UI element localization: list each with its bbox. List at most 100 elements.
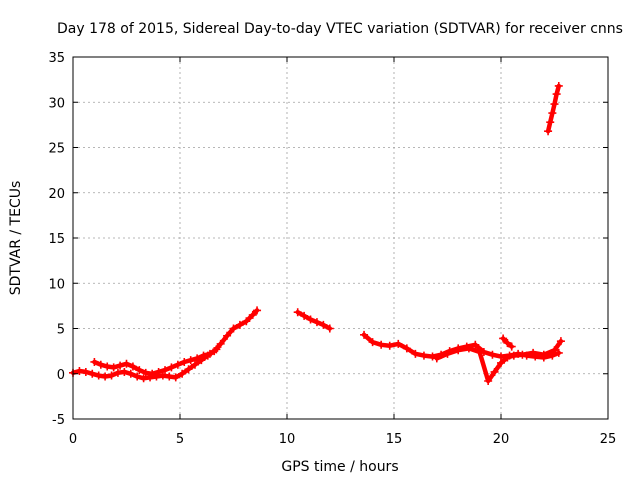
data-point bbox=[419, 351, 428, 360]
data-point bbox=[471, 340, 480, 349]
data-point bbox=[199, 351, 208, 360]
data-point bbox=[88, 369, 97, 378]
data-point bbox=[165, 372, 174, 381]
data-point bbox=[180, 357, 189, 366]
data-point bbox=[394, 339, 403, 348]
series-seg3-spike bbox=[499, 334, 516, 351]
data-point bbox=[411, 349, 420, 358]
ticks: 0 5 10 15 20 25 -5 0 5 10 15 20 25 30 35 bbox=[48, 51, 616, 447]
y-tick-label: 10 bbox=[48, 277, 65, 292]
series-seg4 bbox=[544, 81, 563, 136]
data-point bbox=[116, 361, 125, 370]
data-point bbox=[154, 367, 163, 376]
x-tick-label: 15 bbox=[386, 432, 403, 447]
data-point bbox=[518, 350, 527, 359]
data-point bbox=[552, 90, 561, 99]
data-point bbox=[171, 373, 180, 382]
series-seg3-lower bbox=[432, 337, 565, 385]
data-point bbox=[216, 339, 225, 348]
x-tick-label: 25 bbox=[600, 432, 617, 447]
data-point bbox=[325, 324, 334, 333]
data-point bbox=[141, 368, 150, 377]
data-point bbox=[126, 369, 135, 378]
series-seg1-upper bbox=[90, 345, 221, 378]
data-point bbox=[550, 100, 559, 109]
data-point bbox=[193, 354, 202, 363]
data-point bbox=[212, 345, 221, 354]
data-point bbox=[107, 371, 116, 380]
grid bbox=[73, 57, 608, 419]
data-point bbox=[319, 320, 328, 329]
data-point bbox=[248, 310, 257, 319]
data-point bbox=[484, 376, 493, 385]
data-point bbox=[161, 366, 170, 375]
data-point bbox=[178, 369, 187, 378]
data-point bbox=[539, 350, 548, 359]
x-axis-label: GPS time / hours bbox=[281, 459, 398, 475]
y-tick-label: -5 bbox=[52, 413, 65, 428]
y-tick-label: 5 bbox=[57, 323, 65, 338]
data-point bbox=[368, 338, 377, 347]
data-point bbox=[544, 127, 553, 136]
data-point bbox=[293, 308, 302, 317]
x-tick-label: 20 bbox=[493, 432, 510, 447]
data-point bbox=[242, 317, 251, 326]
data-point bbox=[507, 342, 516, 351]
data-point bbox=[443, 349, 452, 358]
data-point bbox=[190, 360, 199, 369]
data-point bbox=[546, 118, 555, 127]
x-tick-label: 10 bbox=[279, 432, 296, 447]
data-point bbox=[235, 320, 244, 329]
x-tick-label: 0 bbox=[69, 432, 77, 447]
data-point bbox=[548, 109, 557, 118]
data-point bbox=[497, 358, 505, 367]
data-point bbox=[103, 362, 112, 371]
data-point bbox=[488, 350, 497, 359]
data-point bbox=[312, 318, 321, 327]
data-point bbox=[402, 344, 411, 353]
data-point bbox=[490, 367, 499, 376]
y-tick-label: 35 bbox=[48, 51, 65, 66]
data-point bbox=[253, 306, 262, 315]
data-point bbox=[556, 337, 565, 346]
data-point bbox=[229, 324, 238, 333]
data-point bbox=[499, 334, 508, 343]
chart-title: Day 178 of 2015, Sidereal Day-to-day VTE… bbox=[57, 21, 623, 37]
data-point bbox=[186, 356, 195, 365]
data-point bbox=[550, 346, 559, 355]
data-point bbox=[205, 349, 214, 358]
data-point bbox=[81, 367, 90, 376]
data-point bbox=[300, 311, 309, 320]
data-point bbox=[139, 374, 148, 383]
series-layer bbox=[69, 81, 565, 385]
data-point bbox=[432, 354, 441, 363]
series-seg1 bbox=[69, 306, 262, 383]
data-point bbox=[464, 344, 473, 353]
y-tick-label: 0 bbox=[57, 368, 65, 383]
data-point bbox=[122, 359, 131, 368]
series-line bbox=[295, 309, 333, 331]
data-point bbox=[306, 315, 315, 324]
data-point bbox=[454, 346, 463, 355]
y-tick-label: 15 bbox=[48, 232, 65, 247]
data-point bbox=[128, 362, 137, 371]
data-point bbox=[377, 340, 386, 349]
data-point bbox=[554, 348, 563, 357]
data-point bbox=[503, 353, 512, 362]
data-point bbox=[135, 366, 144, 375]
data-point bbox=[360, 330, 369, 339]
data-point bbox=[101, 372, 110, 381]
data-point bbox=[554, 81, 563, 90]
data-point bbox=[167, 363, 176, 372]
data-point bbox=[385, 341, 394, 350]
y-tick-label: 20 bbox=[48, 187, 65, 202]
data-point bbox=[223, 331, 232, 340]
data-point bbox=[475, 348, 484, 357]
y-tick-label: 25 bbox=[48, 142, 65, 157]
data-point bbox=[173, 360, 182, 369]
data-point bbox=[90, 357, 99, 366]
data-point bbox=[94, 371, 103, 380]
x-tick-label: 5 bbox=[176, 432, 184, 447]
data-point bbox=[503, 338, 512, 347]
